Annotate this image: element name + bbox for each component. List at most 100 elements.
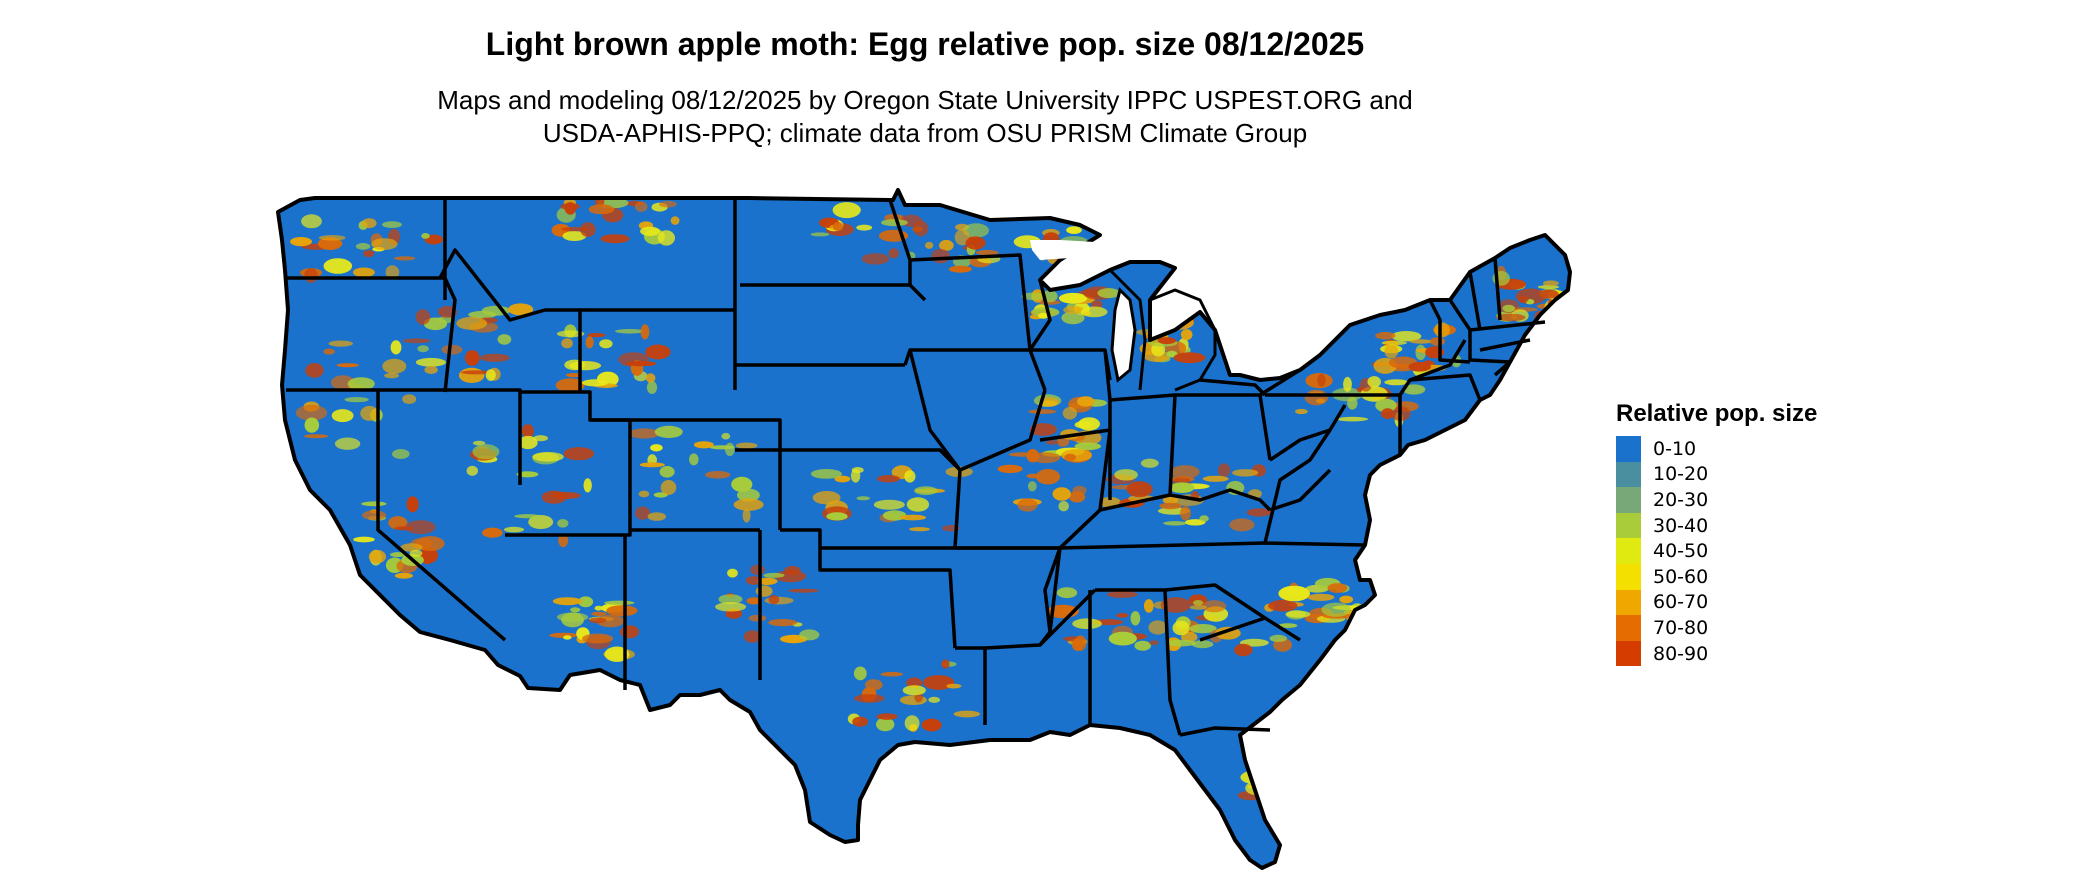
hotspot-blob bbox=[582, 379, 608, 387]
hotspot-blob bbox=[472, 444, 500, 460]
hotspot-blob bbox=[715, 602, 747, 612]
hotspot-blob bbox=[563, 635, 572, 640]
hotspot-blob bbox=[881, 219, 908, 227]
hotspot-blob bbox=[1126, 481, 1153, 498]
legend-swatch bbox=[1616, 615, 1641, 641]
legend-item: 70-80 bbox=[1616, 615, 1817, 641]
hotspot-blob bbox=[975, 249, 999, 256]
hotspot-blob bbox=[353, 536, 375, 543]
hotspot-blob bbox=[405, 520, 436, 535]
hotspot-blob bbox=[1307, 593, 1335, 601]
hotspot-blob bbox=[347, 377, 375, 391]
hotspot-blob bbox=[1181, 631, 1198, 643]
hotspot-blob bbox=[1052, 487, 1071, 501]
hotspot-blob bbox=[1295, 408, 1308, 415]
hotspot-blob bbox=[1267, 746, 1282, 757]
hotspot-blob bbox=[742, 508, 751, 523]
hotspot-blob bbox=[856, 224, 873, 231]
hotspot-blob bbox=[1091, 300, 1103, 309]
hotspot-blob bbox=[1021, 292, 1046, 301]
hotspot-blob bbox=[941, 659, 950, 669]
hotspot-blob bbox=[1038, 312, 1049, 319]
hotspot-blob bbox=[1080, 306, 1108, 318]
hotspot-blob bbox=[604, 600, 635, 605]
hotspot-blob bbox=[1202, 600, 1227, 613]
hotspot-blob bbox=[913, 220, 929, 237]
hotspot-blob bbox=[556, 330, 585, 338]
hotspot-blob bbox=[1163, 521, 1188, 526]
hotspot-blob bbox=[388, 516, 408, 530]
hotspot-blob bbox=[640, 324, 650, 340]
hotspot-blob bbox=[851, 467, 864, 474]
hotspot-blob bbox=[1408, 362, 1432, 372]
hotspot-blob bbox=[768, 595, 780, 605]
hotspot-blob bbox=[1029, 423, 1057, 436]
hotspot-blob bbox=[1108, 631, 1137, 646]
hotspot-blob bbox=[812, 491, 841, 505]
hotspot-blob bbox=[1149, 640, 1159, 645]
hotspot-blob bbox=[1248, 759, 1277, 774]
hotspot-blob bbox=[1273, 767, 1286, 775]
hotspot-blob bbox=[578, 596, 594, 608]
hotspot-blob bbox=[909, 527, 930, 532]
hotspot-blob bbox=[479, 353, 510, 362]
legend-item: 30-40 bbox=[1616, 512, 1817, 539]
hotspot-blob bbox=[382, 358, 407, 374]
hotspot-blob bbox=[743, 630, 761, 643]
hotspot-blob bbox=[599, 339, 613, 349]
legend-swatch bbox=[1616, 461, 1641, 488]
hotspot-blob bbox=[1273, 759, 1285, 764]
hotspot-blob bbox=[946, 683, 962, 689]
hotspot-blob bbox=[1066, 226, 1082, 235]
hotspot-blob bbox=[460, 370, 493, 375]
subtitle-line-2: USDA-APHIS-PPQ; climate data from OSU PR… bbox=[542, 118, 1308, 148]
hotspot-blob bbox=[1263, 781, 1295, 790]
hotspot-blob bbox=[810, 232, 830, 237]
legend-items: 0-10 10-20 20-30 30-40 40-50 50-60 60-70 70-80 8… bbox=[1616, 436, 1817, 667]
hotspot-blob bbox=[564, 202, 576, 215]
hotspot-blob bbox=[1268, 752, 1282, 768]
hotspot-blob bbox=[468, 310, 497, 319]
hotspot-blob bbox=[318, 235, 346, 241]
hotspot-blob bbox=[1031, 452, 1061, 464]
hotspot-blob bbox=[757, 577, 778, 585]
hotspot-blob bbox=[1202, 475, 1229, 482]
hotspot-blob bbox=[1058, 501, 1069, 512]
hotspot-blob bbox=[600, 234, 630, 244]
hotspot-blob bbox=[763, 572, 785, 578]
hotspot-blob bbox=[384, 372, 400, 379]
hotspot-blob bbox=[704, 471, 731, 479]
hotspot-blob bbox=[628, 428, 660, 439]
hotspot-blob bbox=[914, 486, 938, 496]
hotspot-blob bbox=[606, 605, 638, 617]
hotspot-blob bbox=[799, 629, 820, 641]
hotspot-blob bbox=[1140, 458, 1159, 468]
hotspot-blob bbox=[1172, 620, 1190, 636]
hotspot-blob bbox=[1154, 320, 1172, 331]
hotspot-blob bbox=[873, 499, 905, 510]
hotspot-blob bbox=[1252, 757, 1274, 770]
legend-label: 10-20 bbox=[1653, 463, 1709, 486]
hotspot-blob bbox=[856, 496, 871, 501]
hotspot-blob bbox=[301, 214, 322, 229]
hotspot-blob bbox=[1193, 600, 1204, 606]
hotspot-blob bbox=[1217, 463, 1231, 477]
hotspot-blob bbox=[853, 666, 867, 681]
hotspot-blob bbox=[1542, 280, 1559, 287]
hotspot-blob bbox=[660, 480, 677, 495]
hotspot-blob bbox=[596, 614, 625, 628]
hotspot-blob bbox=[888, 248, 899, 259]
hotspot-blob bbox=[362, 510, 387, 521]
hotspot-blob bbox=[562, 231, 587, 241]
hotspot-blob bbox=[1245, 745, 1268, 752]
hotspot-blob bbox=[1045, 440, 1059, 445]
hotspot-blob bbox=[921, 718, 942, 732]
legend-item: 10-20 bbox=[1616, 461, 1817, 488]
hotspot-blob bbox=[834, 475, 851, 483]
legend-swatch bbox=[1616, 538, 1641, 564]
hotspot-blob bbox=[906, 497, 930, 512]
hotspot-blob bbox=[558, 533, 569, 548]
hotspot-blob bbox=[497, 334, 512, 345]
hotspot-blob bbox=[336, 363, 359, 368]
hotspot-blob bbox=[899, 514, 927, 521]
